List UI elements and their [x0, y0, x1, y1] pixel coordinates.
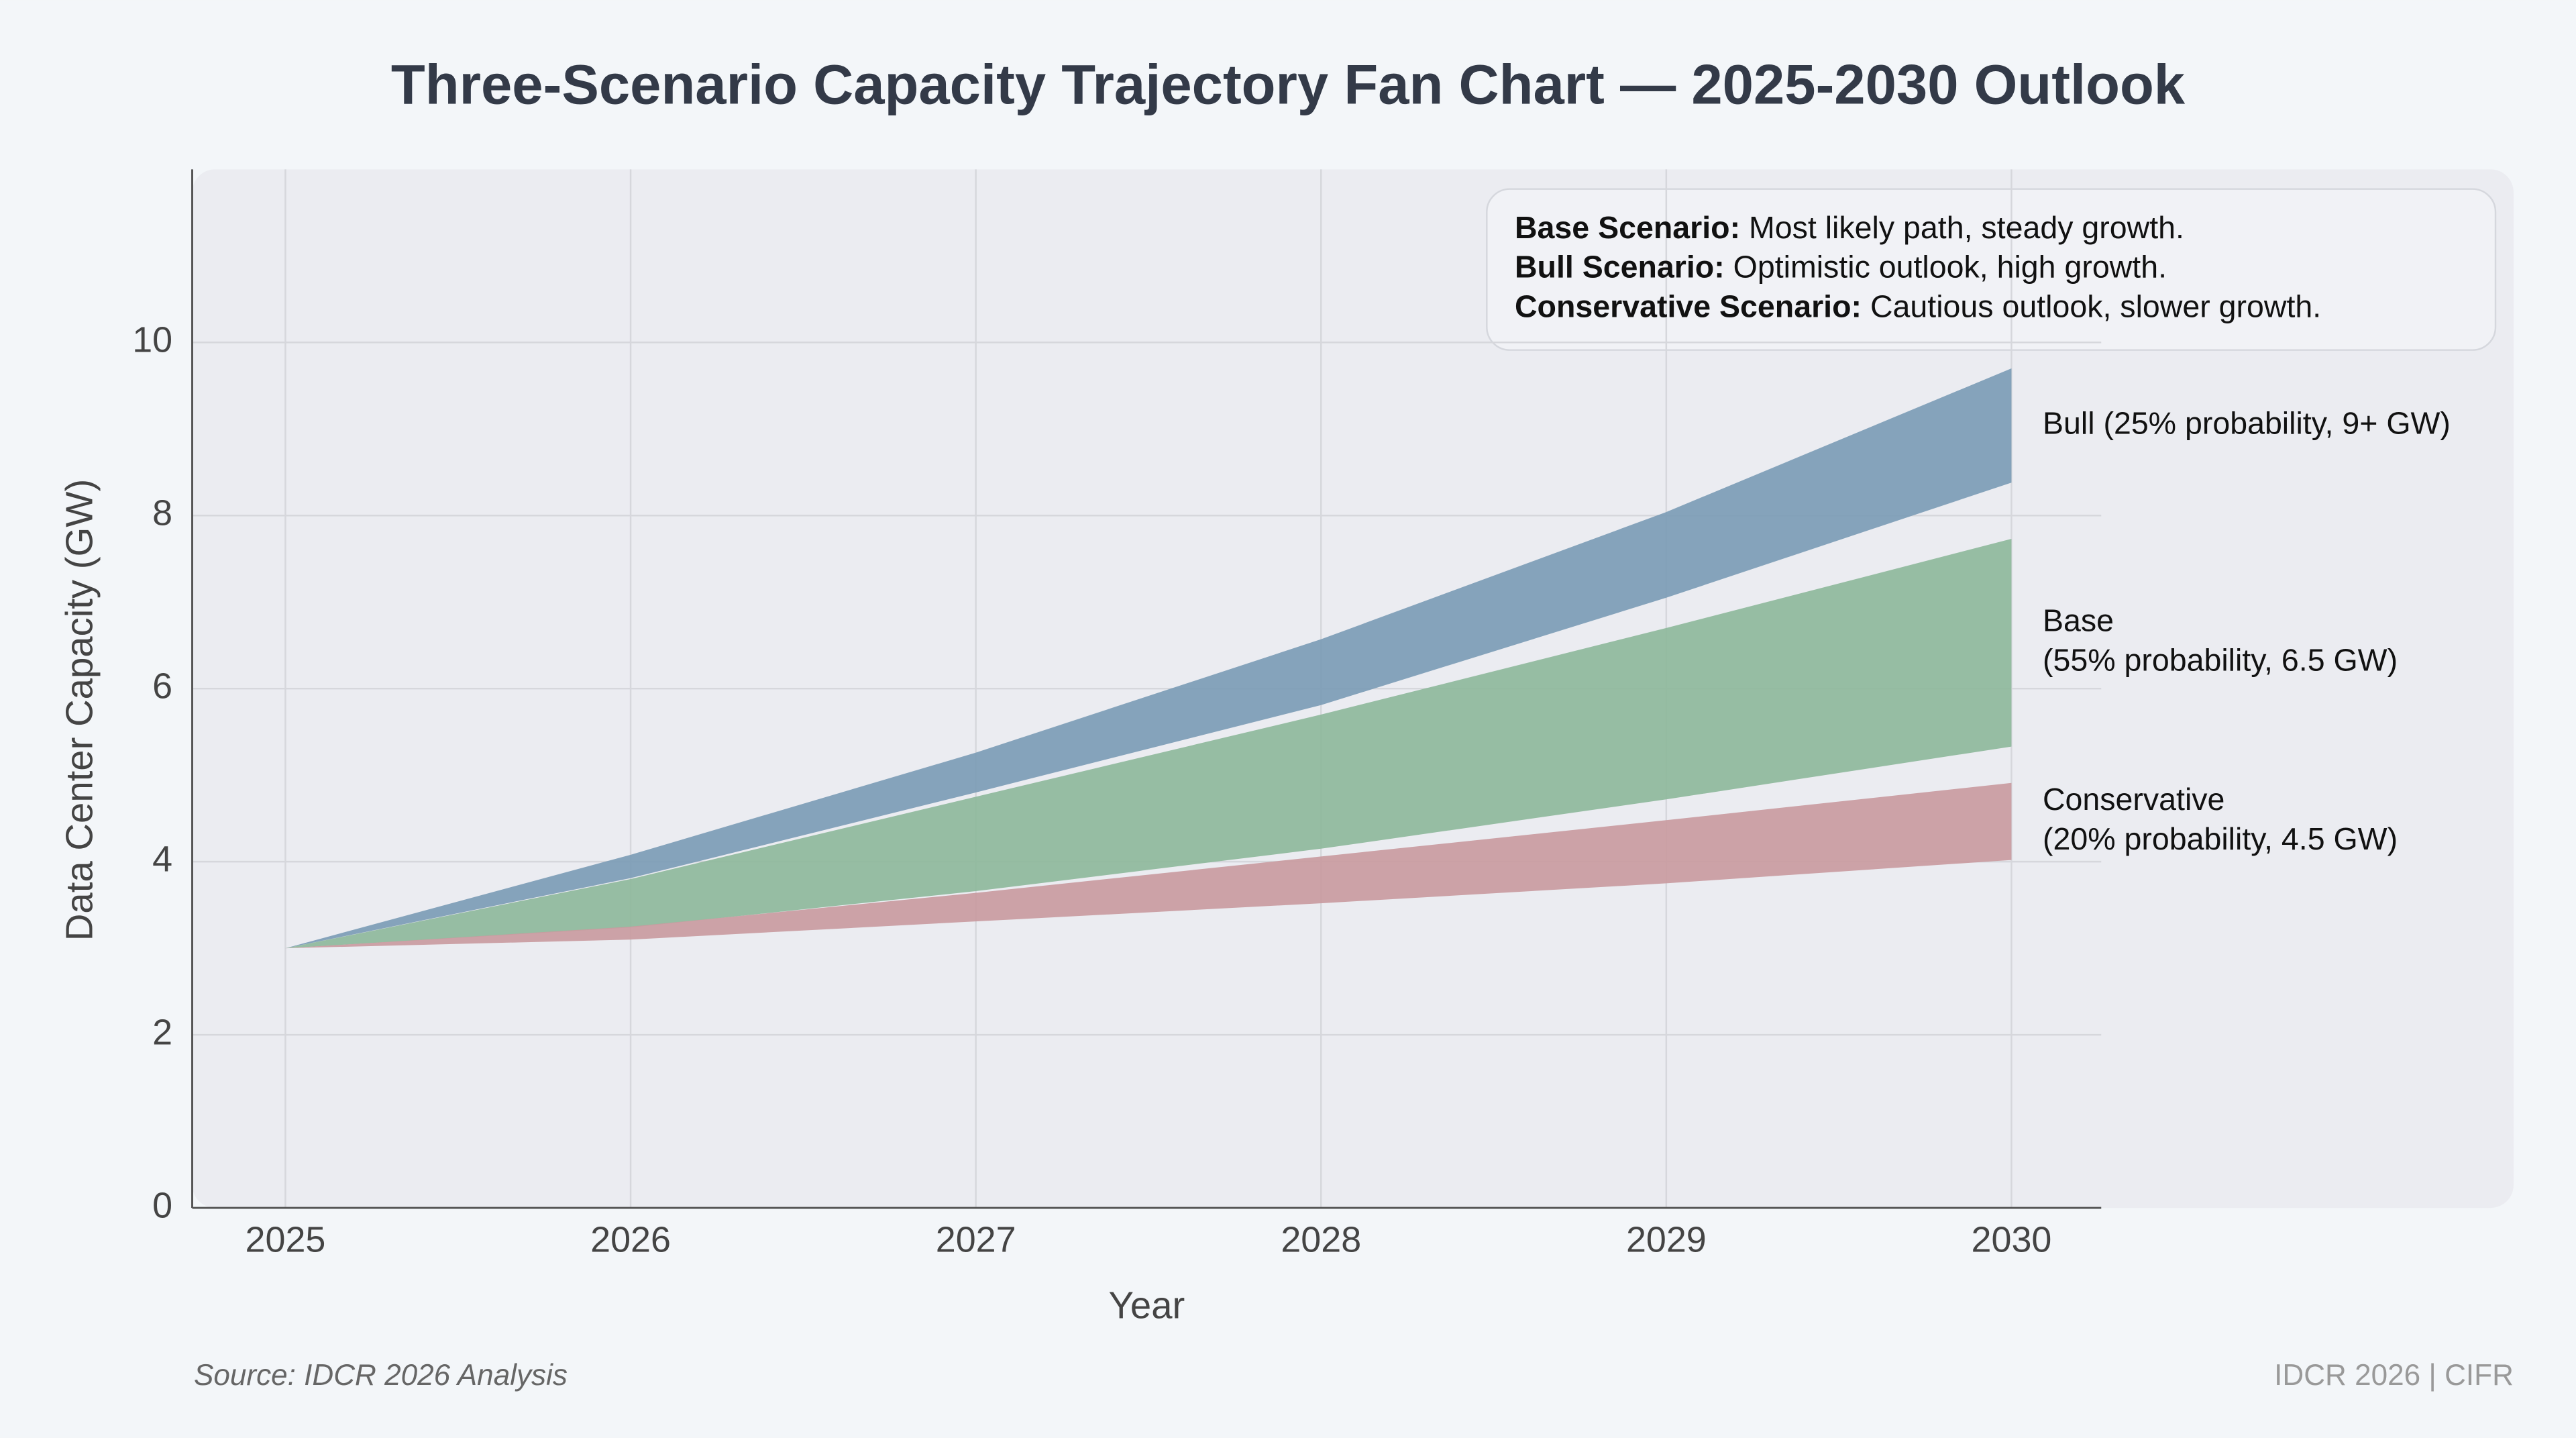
y-axis-label: Data Center Capacity (GW): [58, 479, 100, 941]
y-tick-label: 0: [152, 1185, 172, 1225]
note-text: Most likely path, steady growth.: [1749, 210, 2184, 245]
x-tick-label: 2025: [246, 1220, 326, 1260]
x-tick-label: 2030: [1972, 1220, 2052, 1260]
note-bold: Base Scenario:: [1515, 210, 1740, 245]
scenario-band: [285, 782, 2012, 949]
note-text: Cautious outlook, slower growth.: [1870, 289, 2321, 324]
y-tick-label: 6: [152, 666, 172, 706]
note: Bull Scenario: Optimistic outlook, high …: [1515, 250, 2167, 285]
notes-box: [1486, 188, 2497, 351]
scenario-band: [285, 539, 2012, 949]
x-tick-label: 2028: [1281, 1220, 1361, 1260]
scenario-label: (55% probability, 6.5 GW): [2043, 643, 2398, 678]
y-tick-label: 2: [152, 1012, 172, 1052]
y-tick-label: 8: [152, 493, 172, 533]
note-text: Optimistic outlook, high growth.: [1733, 250, 2167, 285]
note: Conservative Scenario: Cautious outlook,…: [1515, 289, 2321, 324]
y-tick-label: 10: [132, 320, 172, 360]
x-tick-label: 2026: [590, 1220, 671, 1260]
scenario-label: Bull (25% probability, 9+ GW): [2043, 405, 2451, 440]
x-axis-label: Year: [1108, 1284, 1185, 1326]
source: Source: IDCR 2026 Analysis: [194, 1359, 568, 1392]
x-tick-label: 2027: [936, 1220, 1016, 1260]
scenario-label: Base: [2043, 603, 2114, 638]
note-bold: Conservative Scenario:: [1515, 289, 1862, 324]
note-bold: Bull Scenario:: [1515, 250, 1725, 285]
y-tick-label: 4: [152, 839, 172, 879]
x-tick-label: 2029: [1626, 1220, 1707, 1260]
brand: IDCR 2026 | CIFR: [2274, 1359, 2514, 1392]
chart-title: Three-Scenario Capacity Trajectory Fan C…: [391, 53, 2186, 115]
note: Base Scenario: Most likely path, steady …: [1515, 210, 2184, 245]
scenario-label: Conservative: [2043, 782, 2224, 817]
scenario-label: (20% probability, 4.5 GW): [2043, 821, 2398, 856]
